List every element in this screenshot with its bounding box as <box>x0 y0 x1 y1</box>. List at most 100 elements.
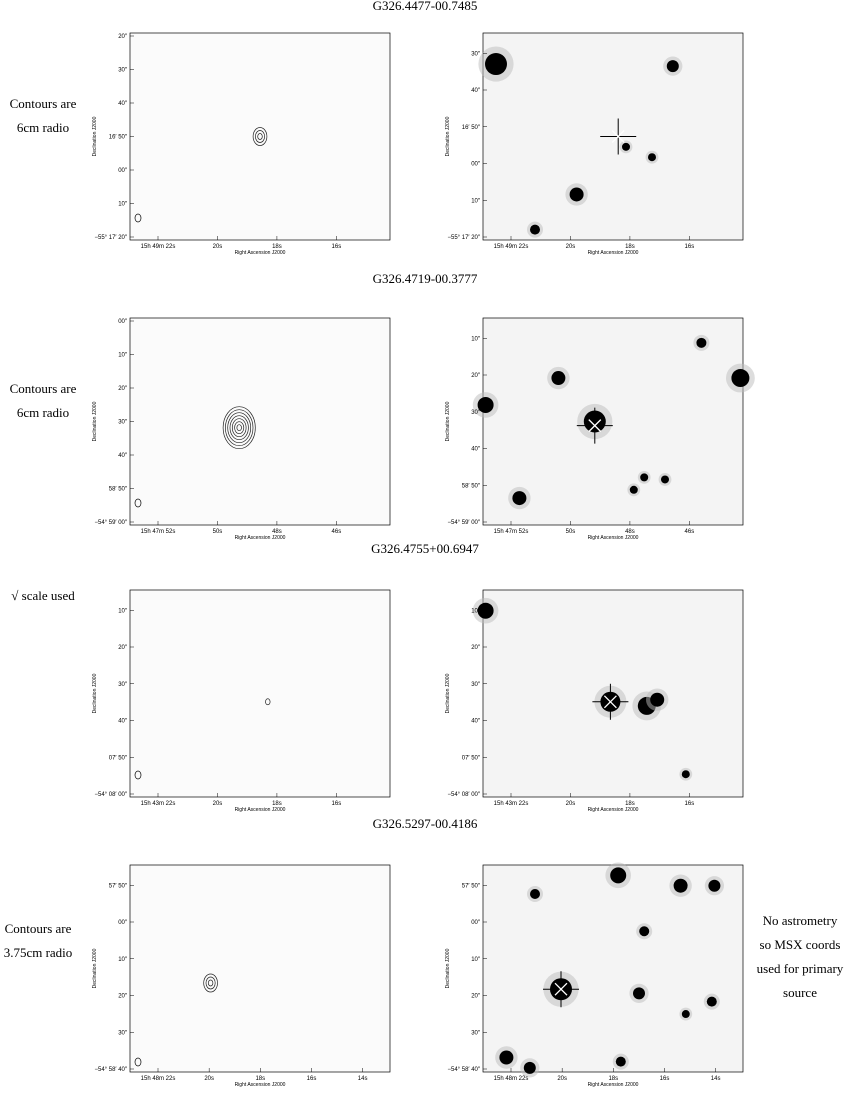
source <box>477 602 494 619</box>
source <box>681 770 690 779</box>
y-axis-label: Declination J2000 <box>445 116 451 156</box>
y-tick-label: 20″ <box>118 645 128 651</box>
x-tick-label: 15h 47m 52s <box>494 529 529 535</box>
x-axis-label: Right Ascension J2000 <box>588 250 639 256</box>
beam <box>134 770 142 780</box>
y-tick-label: 20″ <box>118 994 128 1000</box>
y-tick-label: 20″ <box>471 994 481 1000</box>
source <box>648 153 656 162</box>
y-tick-label: −54° 59′ 00″ <box>94 520 127 526</box>
y-tick-label: 57′ 50″ <box>109 883 128 889</box>
source <box>615 1056 626 1067</box>
note: No astrometry <box>763 913 838 928</box>
y-tick-label: 20″ <box>471 373 481 379</box>
x-tick-label: 16s <box>685 801 695 807</box>
x-mark <box>588 419 602 433</box>
y-tick-label: 00″ <box>118 319 128 325</box>
row-title: G326.4719-00.3777 <box>373 271 478 286</box>
x-tick-label: 48s <box>272 529 282 535</box>
note: used for primary <box>757 961 844 976</box>
x-axis-label: Right Ascension J2000 <box>588 1082 639 1088</box>
y-tick-label: 10″ <box>471 336 481 342</box>
y-axis-label: Declination J2000 <box>92 673 98 713</box>
x-tick-label: 16s <box>307 1076 317 1082</box>
y-tick-label: −54° 58′ 40″ <box>447 1067 480 1073</box>
y-tick-label: −54° 08′ 00″ <box>94 792 127 798</box>
x-tick-label: 46s <box>332 529 342 535</box>
panel: 00″ 10″ 20″ 30″ 40″ 58′ 50″ −54° 59′ 00″ 15h 47… <box>92 317 391 541</box>
panel: 57′ 50″ 00″ 10″ 20″ 30″ −54° 58′ 40″ 15h 48m 2… <box>445 862 744 1088</box>
source <box>629 485 638 494</box>
y-axis-label: Declination J2000 <box>445 948 451 988</box>
beam <box>134 1057 142 1067</box>
x-mark <box>611 130 625 143</box>
y-tick-label: 30″ <box>471 410 481 416</box>
source <box>512 491 527 506</box>
x-tick-label: 16s <box>685 244 695 250</box>
y-tick-label: 10″ <box>471 198 481 204</box>
contour <box>229 415 249 441</box>
contour <box>205 976 216 990</box>
contour <box>252 127 268 146</box>
source <box>731 369 750 388</box>
contour <box>236 424 242 432</box>
x-axis-label: Right Ascension J2000 <box>588 535 639 541</box>
y-tick-label: 20″ <box>118 386 128 392</box>
note: 6cm radio <box>17 120 69 135</box>
panel: 20″ 30″ 40″ 16′ 50″ 00″ 10″ −55° 17′ 20″ 15h 49… <box>92 32 391 256</box>
source <box>569 187 584 202</box>
source <box>706 996 717 1007</box>
source <box>485 53 507 76</box>
y-tick-label: 30″ <box>471 51 481 57</box>
x-tick-label: 20s <box>204 1076 214 1082</box>
y-tick-label: 40″ <box>118 453 128 459</box>
y-tick-label: 30″ <box>471 1030 481 1036</box>
x-tick-label: 16s <box>660 1076 670 1082</box>
y-axis-label: Declination J2000 <box>92 401 98 441</box>
y-tick-label: 40″ <box>471 719 481 725</box>
panel: 30″ 40″ 16′ 50″ 00″ 10″ −55° 17′ 20″ 15h 49m 2… <box>445 32 744 256</box>
contour <box>227 412 252 444</box>
panel-frame <box>129 589 391 798</box>
x-axis-label: Right Ascension J2000 <box>235 1082 286 1088</box>
panel-frame <box>129 317 391 526</box>
source <box>551 371 566 386</box>
source <box>530 224 540 235</box>
y-tick-label: 00″ <box>471 162 481 168</box>
x-tick-label: 18s <box>255 1076 265 1082</box>
contour <box>234 421 245 435</box>
x-axis-label: Right Ascension J2000 <box>235 535 286 541</box>
contour <box>222 406 256 450</box>
x-tick-label: 20s <box>557 1076 567 1082</box>
x-tick-label: 20s <box>566 801 576 807</box>
source <box>708 879 721 892</box>
y-tick-label: 10″ <box>118 957 128 963</box>
y-tick-label: 40″ <box>118 101 128 107</box>
source <box>477 396 494 413</box>
source <box>661 475 669 484</box>
x-tick-label: 14s <box>711 1076 721 1082</box>
x-tick-label: 15h 48m 22s <box>494 1076 529 1082</box>
y-tick-label: 30″ <box>118 1030 128 1036</box>
x-tick-label: 15h 43m 22s <box>494 801 529 807</box>
contour <box>265 698 271 706</box>
panel: 10″ 20″ 30″ 40″ 07′ 50″ −54° 08′ 00″ 15h 43m 2… <box>92 589 391 813</box>
y-tick-label: −55° 17′ 20″ <box>447 235 480 241</box>
source <box>622 142 630 151</box>
y-tick-label: 20″ <box>118 34 128 40</box>
source <box>640 473 649 482</box>
note: 6cm radio <box>17 405 69 420</box>
contour <box>255 130 265 143</box>
note: Contours are <box>10 96 77 111</box>
contour <box>225 409 254 447</box>
y-tick-label: 16′ 50″ <box>462 125 481 131</box>
note: 3.75cm radio <box>4 945 73 960</box>
x-tick-label: 16s <box>332 801 342 807</box>
source <box>499 1050 514 1065</box>
row-title: G326.5297-00.4186 <box>373 816 478 831</box>
y-tick-label: 40″ <box>471 88 481 94</box>
y-tick-label: 10″ <box>471 608 481 614</box>
y-tick-label: −54° 59′ 00″ <box>447 520 480 526</box>
y-tick-label: 30″ <box>118 420 128 426</box>
